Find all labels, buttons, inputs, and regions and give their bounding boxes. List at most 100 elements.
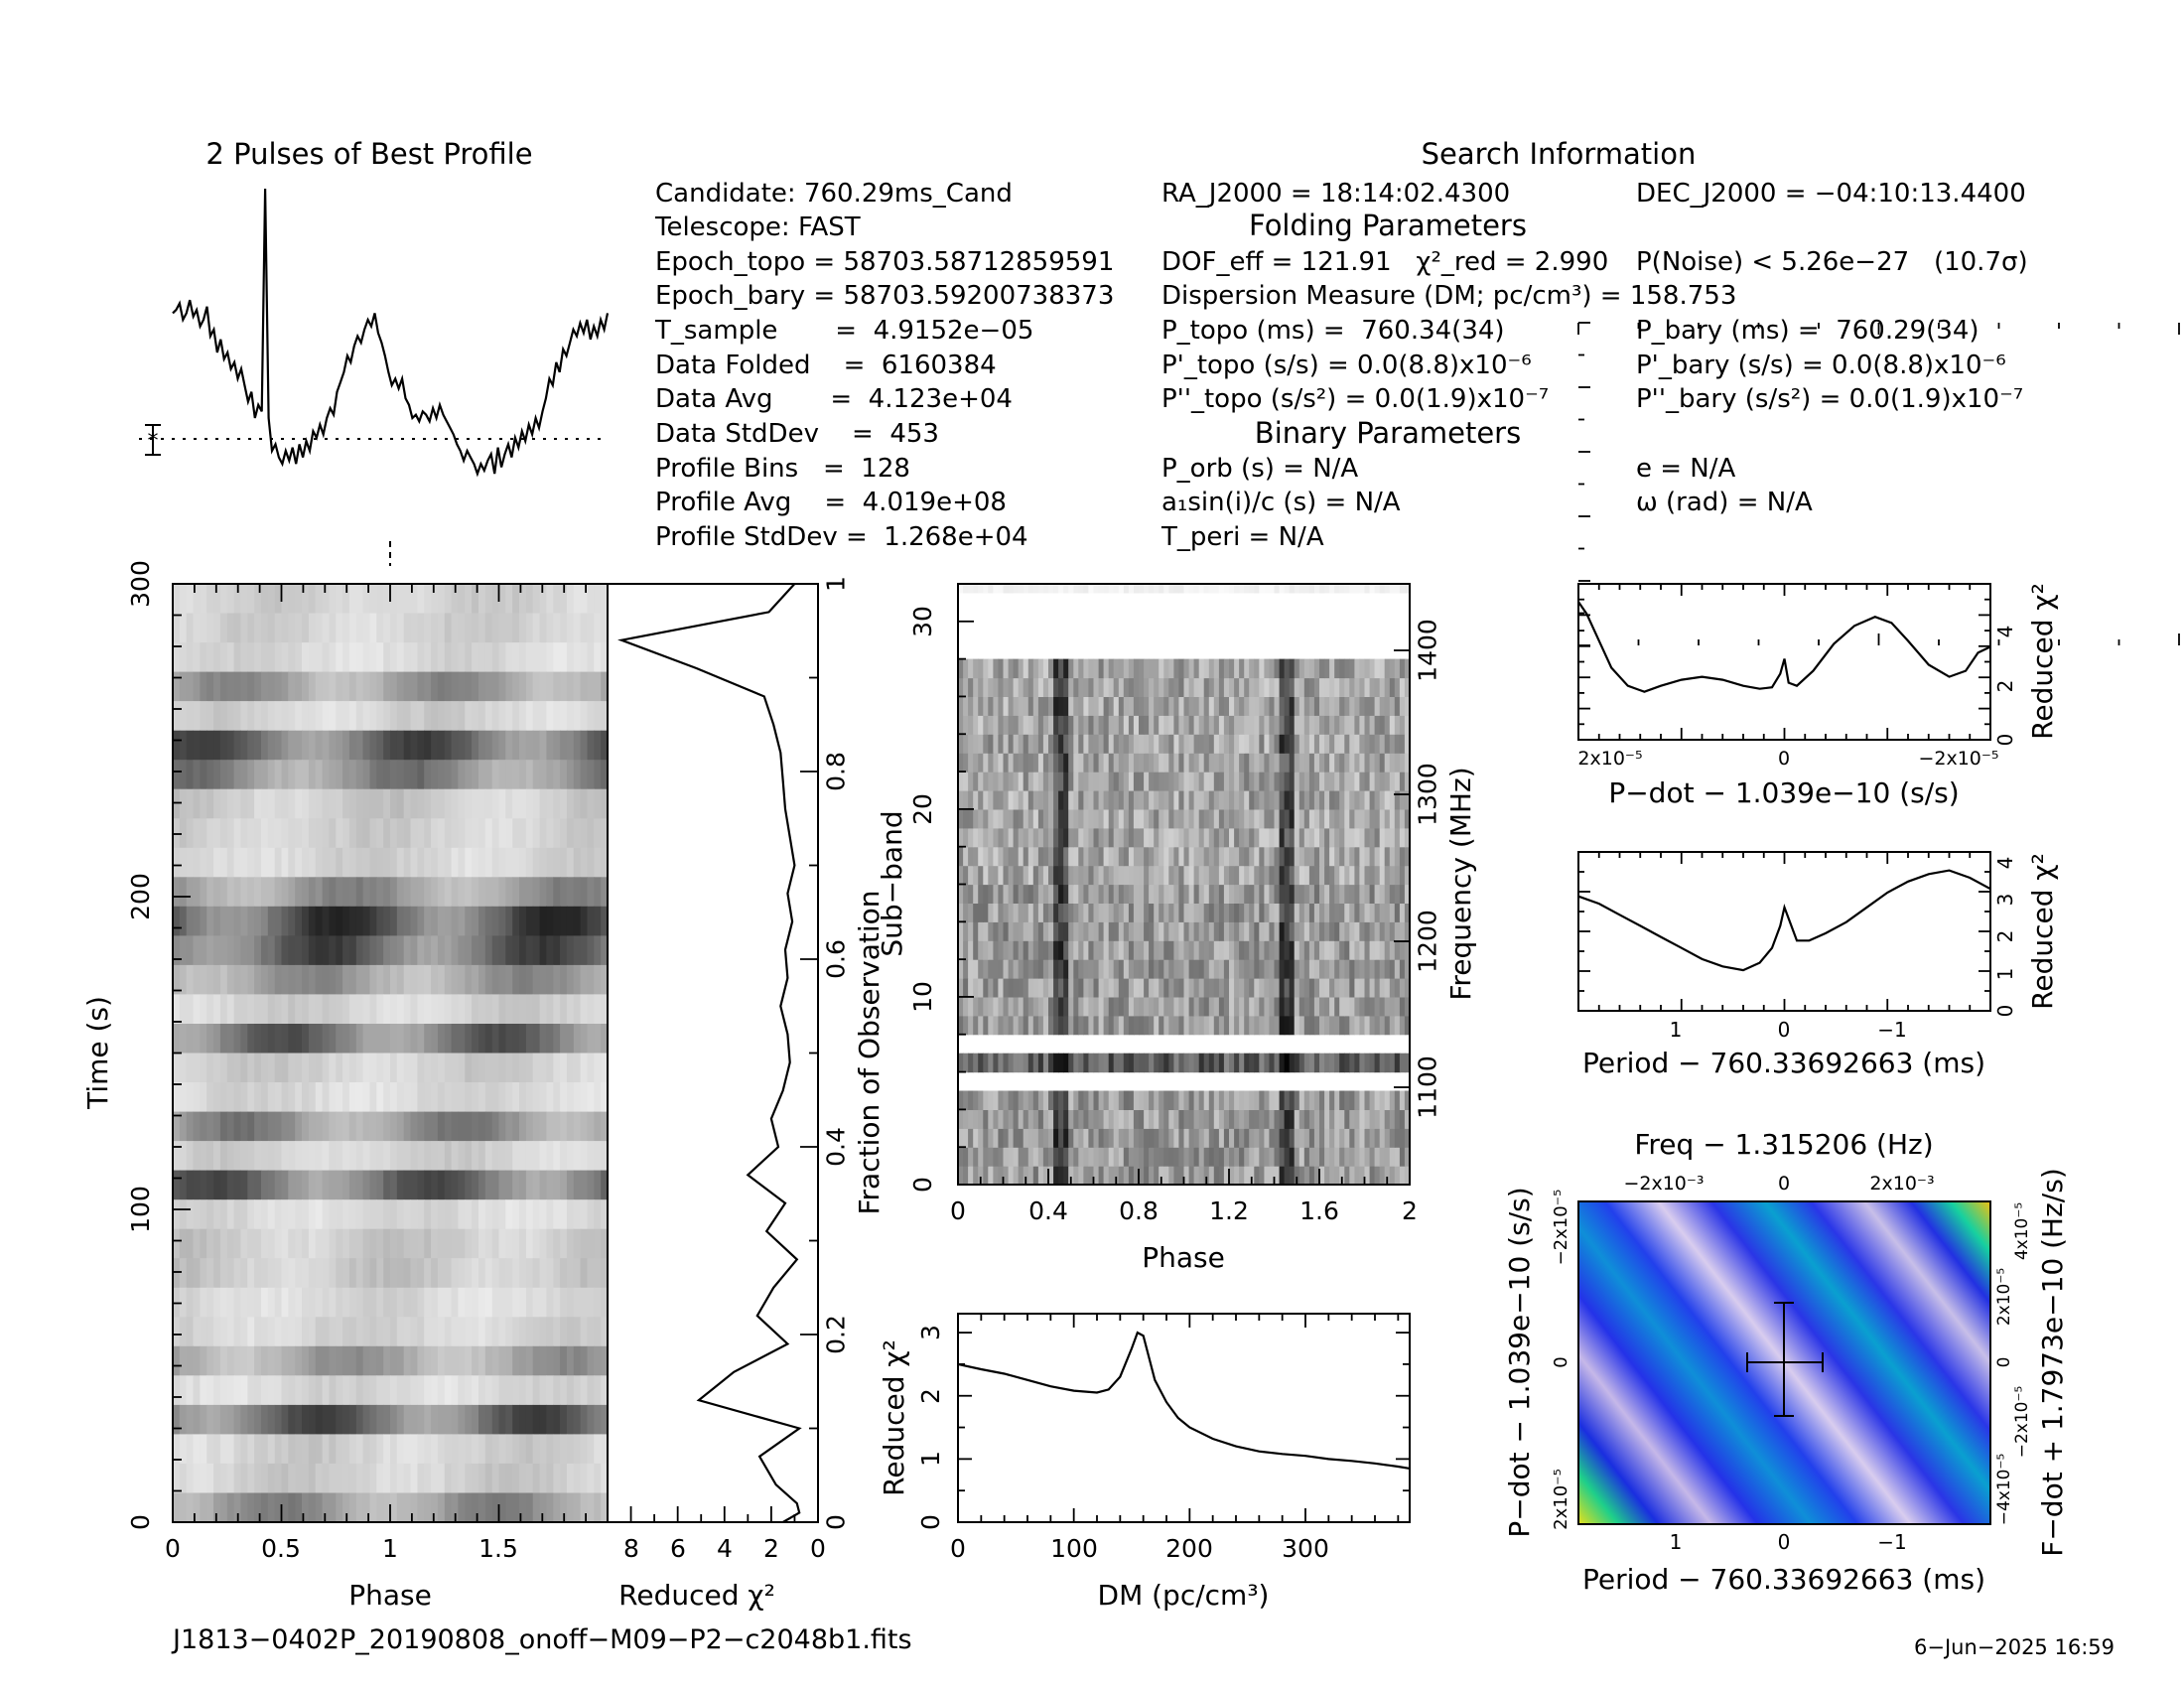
pr-ytick-3: 3 <box>1993 894 2017 907</box>
time-chi2-curve <box>617 583 802 1523</box>
tc-ytick-5: 1 <box>821 576 850 592</box>
tp-ytick-3: 300 <box>126 560 155 608</box>
fp-y2tick-2: 1300 <box>1413 763 1441 826</box>
tc-ytick-2: 0.4 <box>821 1127 850 1167</box>
fp-ytick-1: 10 <box>908 981 937 1013</box>
time-chi2-frame <box>607 583 819 1523</box>
info-pddot-bary: P''_bary (s/s²) = 0.0(1.9)x10⁻⁷ <box>1636 384 2023 414</box>
tp-xtick-0: 0 <box>165 1534 181 1563</box>
fp-ytick-2: 20 <box>908 793 937 825</box>
pd-ytick-1: 2 <box>1993 680 2017 693</box>
dm-xtick-1: 100 <box>1050 1534 1098 1563</box>
ppd-title: Freq − 1.315206 (Hz) <box>1634 1128 1933 1161</box>
tp-ylabel: Time (s) <box>81 996 114 1110</box>
info-pddot-topo: P''_topo (s/s²) = 0.0(1.9)x10⁻⁷ <box>1161 384 1549 414</box>
folding-params-title: Folding Parameters <box>1249 209 1527 242</box>
tc-ytick-0: 0 <box>821 1514 850 1530</box>
tc-xtick-0: 8 <box>623 1534 639 1563</box>
dm-ytick-3: 3 <box>916 1325 945 1340</box>
info-telescope: Telescope: FAST <box>654 212 861 242</box>
search-information: Search Information Folding Parameters Bi… <box>654 137 2028 552</box>
dm-ytick-1: 1 <box>916 1451 945 1467</box>
tc-xtick-2: 4 <box>717 1534 733 1563</box>
pdot-chi2-ticks <box>1577 583 1991 741</box>
pr-xtick-1: 0 <box>1778 1018 1791 1042</box>
dm-ytick-0: 0 <box>916 1514 945 1530</box>
fp-ytick-3: 30 <box>908 606 937 637</box>
search-info-title: Search Information <box>1422 137 1697 171</box>
fp-xtick-3: 1.2 <box>1209 1196 1249 1225</box>
info-profile-stddev: Profile StdDev = 1.268e+04 <box>655 522 1028 552</box>
fp-xlabel: Phase <box>1142 1241 1225 1274</box>
info-omega: ω (rad) = N/A <box>1636 488 1813 517</box>
info-ptopo: P_topo (ms) = 760.34(34) <box>1161 316 1505 346</box>
info-data-avg: Data Avg = 4.123e+04 <box>655 384 1013 414</box>
tc-ytick-4: 0.8 <box>821 752 850 791</box>
pd-ylabel: Reduced χ² <box>2026 583 2059 740</box>
time-phase-heatmap <box>173 584 609 1523</box>
fp-xtick-0: 0 <box>950 1196 966 1225</box>
tp-ytick-2: 200 <box>126 873 155 920</box>
fp-xtick-5: 2 <box>1402 1196 1418 1225</box>
info-porb: P_orb (s) = N/A <box>1161 454 1358 484</box>
binary-params-title: Binary Parameters <box>1255 416 1521 450</box>
pr-ytick-2: 2 <box>1993 930 2017 943</box>
fp-xtick-2: 0.8 <box>1119 1196 1159 1225</box>
tp-ytick-0: 0 <box>126 1514 155 1530</box>
ppd-xlabel: Period − 760.33692663 (ms) <box>1582 1563 1985 1596</box>
tc-xtick-3: 2 <box>763 1534 779 1563</box>
info-profile-bins: Profile Bins = 128 <box>655 454 910 484</box>
info-profile-avg: Profile Avg = 4.019e+08 <box>655 488 1007 517</box>
file-name: J1813−0402P_20190808_onoff−M09−P2−c2048b… <box>171 1624 912 1655</box>
ppd-y2tick-4: 4x10⁻⁵ <box>2012 1202 2032 1260</box>
ppd-y2tick-1: −2x10⁻⁵ <box>2012 1386 2032 1459</box>
tp-xlabel: Phase <box>348 1579 432 1612</box>
tc-xlabel: Reduced χ² <box>618 1579 775 1612</box>
info-dm: Dispersion Measure (DM; pc/cm³) = 158.75… <box>1161 281 1736 311</box>
dm-chi2-frame <box>957 1313 1411 1523</box>
pr-xlabel: Period − 760.33692663 (ms) <box>1582 1047 1985 1079</box>
tp-xtick-3: 1.5 <box>478 1534 518 1563</box>
fp-y2tick-1: 1200 <box>1413 910 1441 973</box>
ppd-xtick-1: 0 <box>1778 1530 1791 1554</box>
pr-xtick-2: −1 <box>1877 1018 1906 1042</box>
info-pbary: P_bary (ms) = 760.29(34) <box>1636 316 1979 346</box>
info-epoch-topo: Epoch_topo = 58703.58712859591 <box>655 247 1114 277</box>
pr-ylabel: Reduced χ² <box>2026 853 2059 1010</box>
tc-xtick-4: 0 <box>810 1534 826 1563</box>
profile-errorbar: * <box>145 424 161 456</box>
ppd-ytick-1: 0 <box>1551 1356 1571 1367</box>
fp-xtick-1: 0.4 <box>1028 1196 1068 1225</box>
info-dof: DOF_eff = 121.91 χ²_red = 2.990 <box>1161 247 1608 277</box>
tc-ytick-1: 0.2 <box>821 1315 850 1354</box>
info-tsample: T_sample = 4.9152e−05 <box>654 316 1033 346</box>
period-chi2-ticks <box>1577 851 1991 1012</box>
info-asini: a₁sin(i)/c (s) = N/A <box>1161 488 1401 517</box>
dm-chi2-ticks <box>957 1314 1410 1523</box>
ppd-ylabel: P−dot − 1.039e−10 (s/s) <box>1503 1187 1536 1537</box>
date-stamp: 6−Jun−2025 16:59 <box>1914 1635 2115 1659</box>
pd-xtick-0: 2x10⁻⁵ <box>1577 748 1642 770</box>
ppd-frame <box>1577 1200 1991 1525</box>
dm-xlabel: DM (pc/cm³) <box>1098 1579 1270 1612</box>
fp-ytick-0: 0 <box>908 1177 937 1193</box>
ppd-toptick-1: 0 <box>1778 1173 1790 1195</box>
ppd-toptick-0: −2x10⁻³ <box>1623 1173 1704 1195</box>
freq-phase-heatmap <box>958 584 1411 1186</box>
pr-ytick-1: 1 <box>1993 968 2017 981</box>
profile-plot: * <box>139 188 610 478</box>
info-dec: DEC_J2000 = −04:10:13.4400 <box>1636 179 2026 209</box>
ppd-crosshair <box>1746 1302 1824 1417</box>
period-chi2-curve <box>1577 869 1991 972</box>
pd-xtick-2: −2x10⁻⁵ <box>1918 748 1998 770</box>
ppd-y2tick-2: 0 <box>1994 1357 2014 1368</box>
info-data-folded: Data Folded = 6160384 <box>655 351 997 380</box>
dm-chi2-curve <box>957 1331 1411 1470</box>
ppd-ticks <box>1577 322 2180 646</box>
ppd-ytick-0: 2x10⁻⁵ <box>1551 1469 1571 1530</box>
profile-title: 2 Pulses of Best Profile <box>205 137 532 171</box>
dm-ytick-2: 2 <box>916 1388 945 1404</box>
svg-text:*: * <box>148 429 159 454</box>
info-candidate: Candidate: 760.29ms_Cand <box>655 179 1013 209</box>
